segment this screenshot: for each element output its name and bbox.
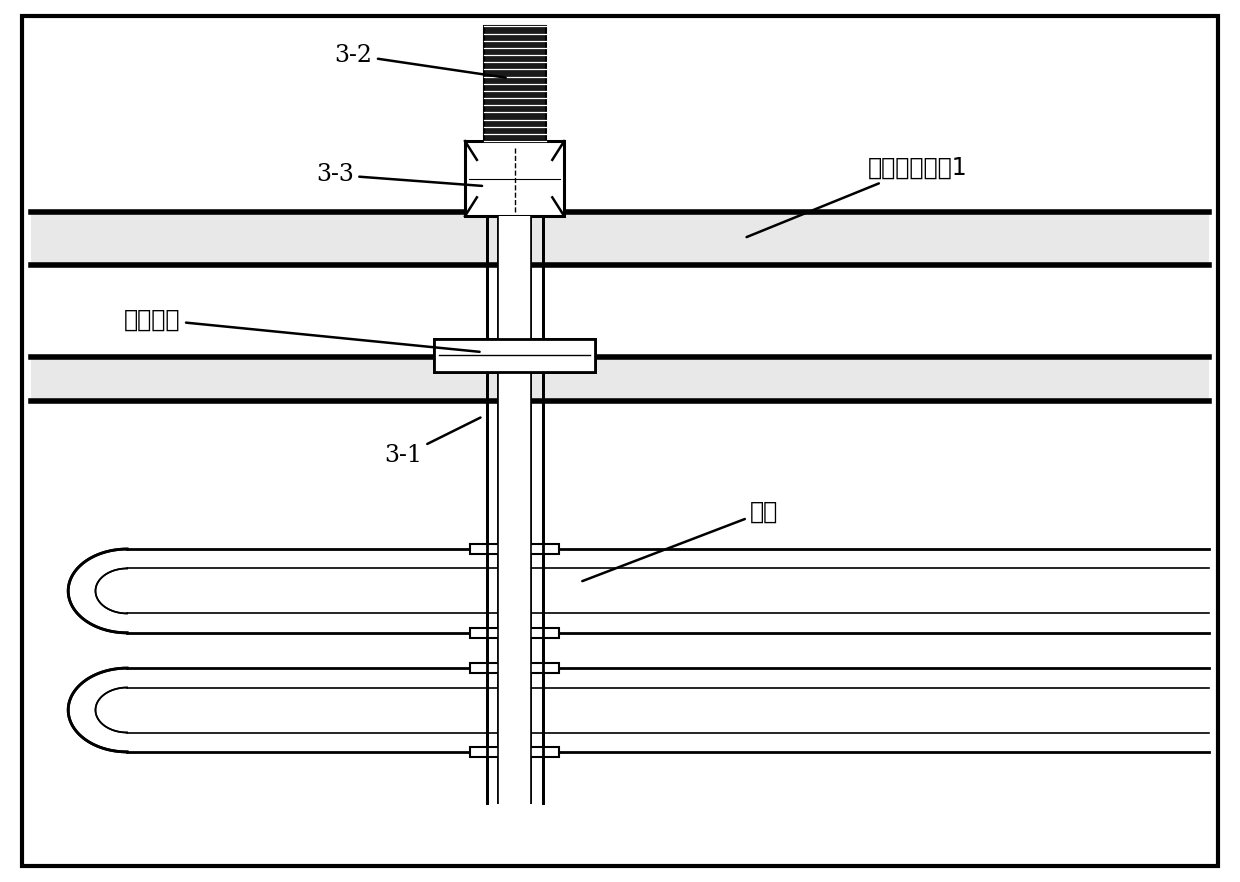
Bar [434,339,595,372]
Text: 3-1: 3-1 [384,417,480,467]
Bar [497,216,532,803]
Bar [470,746,559,757]
Bar [31,357,1209,401]
Text: 受限水池盖板1: 受限水池盖板1 [746,155,967,237]
Bar [470,628,559,639]
Bar [31,212,1209,265]
Bar [470,663,559,674]
Text: 盘管: 盘管 [583,499,779,581]
Bar [470,543,559,555]
Bar [128,549,1209,633]
Bar [128,669,1209,751]
Text: 硅胶密封: 硅胶密封 [124,307,480,352]
Text: 3-3: 3-3 [316,163,482,186]
Bar [434,339,595,372]
Bar [497,216,532,803]
Bar [465,141,564,216]
Polygon shape [68,549,128,633]
Text: 3-2: 3-2 [335,43,506,78]
Bar [484,26,546,141]
Polygon shape [68,669,128,751]
